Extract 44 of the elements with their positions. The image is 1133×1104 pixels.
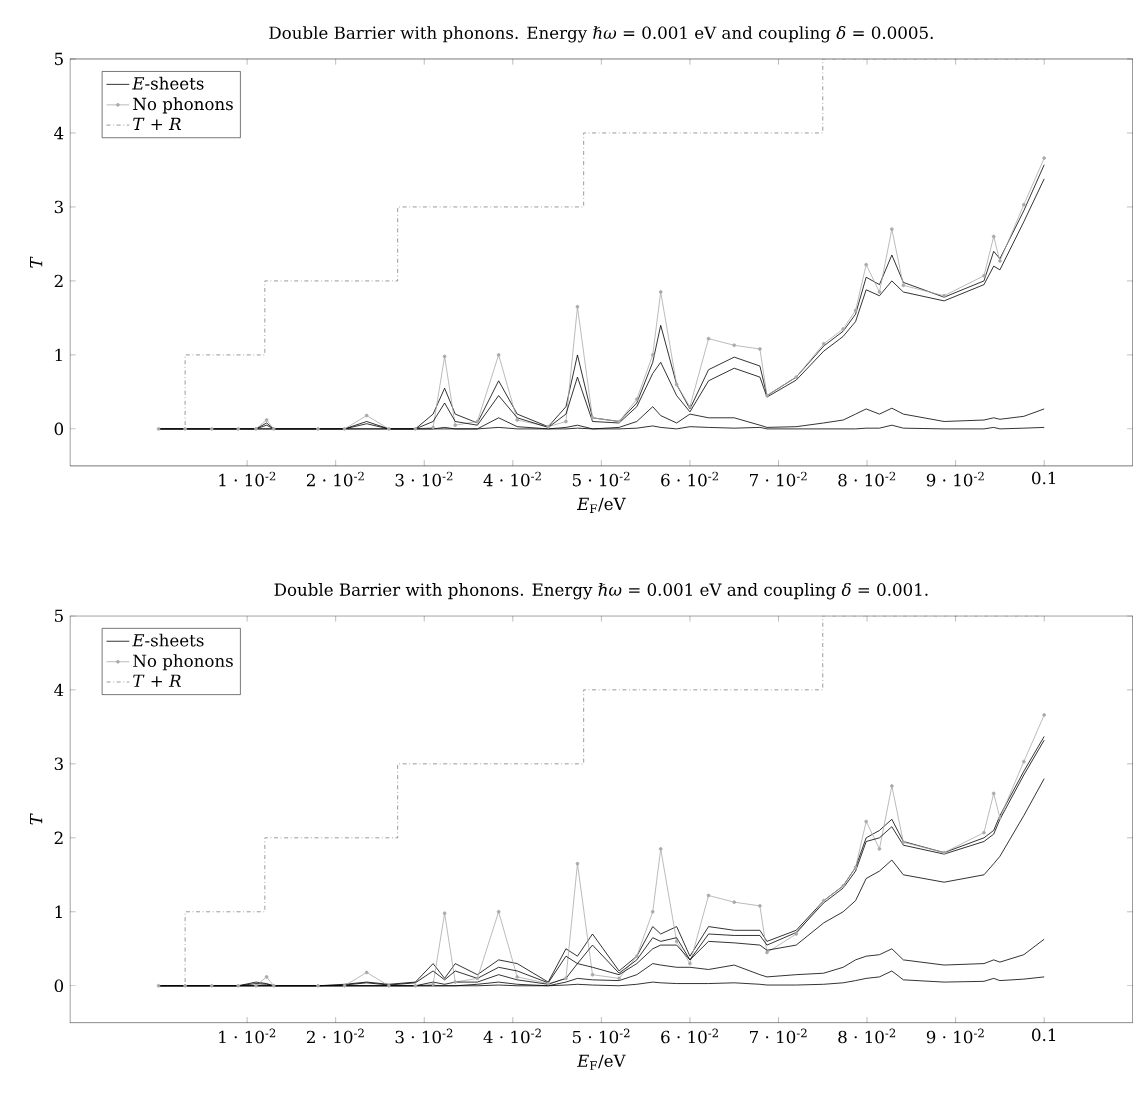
x-axis-title: E$_{F}$/eV xyxy=(576,1054,626,1070)
y-tick-label: 5 xyxy=(54,609,63,623)
x-tick-label: 3 · 10$^{-2}$ xyxy=(395,471,453,487)
x-tick-label: 2 · 10$^{-2}$ xyxy=(306,471,364,487)
x-tick-label: 4 · 10$^{-2}$ xyxy=(483,1028,541,1044)
y-tick-label: 0 xyxy=(54,422,64,436)
y-tick-label: 1 xyxy=(55,905,62,919)
x-tick-label: 4 · 10$^{-2}$ xyxy=(483,471,541,487)
x-tick-label: 3 · 10$^{-2}$ xyxy=(395,1028,453,1044)
x-tick-label: 9 · 10$^{-2}$ xyxy=(926,1028,984,1044)
y-tick-label: 3 xyxy=(54,200,63,214)
x-tick-label: 6 · 10$^{-2}$ xyxy=(661,471,718,487)
x-tick-label: 0.1 xyxy=(1032,471,1056,485)
x-tick-label: 0.1 xyxy=(1032,1028,1056,1042)
x-tick-label: 1 · 10$^{-2}$ xyxy=(219,471,276,487)
legend-label: E-sheets xyxy=(132,76,204,90)
y-tick-label: 2 xyxy=(54,274,63,288)
x-tick-label: 1 · 10$^{-2}$ xyxy=(219,1028,276,1044)
x-tick-label: 5 · 10$^{-2}$ xyxy=(572,1028,630,1044)
x-tick-label: 7 · 10$^{-2}$ xyxy=(750,1028,807,1044)
x-tick-label: 9 · 10$^{-2}$ xyxy=(926,471,984,487)
x-tick-label: 5 · 10$^{-2}$ xyxy=(572,471,630,487)
x-tick-label: 8 · 10$^{-2}$ xyxy=(838,1028,896,1044)
y-axis-title: T xyxy=(30,813,43,825)
x-tick-label: 6 · 10$^{-2}$ xyxy=(661,1028,718,1044)
chart-title: Double Barrier with phonons. Energy ℏω = 0.001 eV and coupling δ = 0.0005. xyxy=(269,26,933,43)
x-tick-label: 7 · 10$^{-2}$ xyxy=(750,471,807,487)
legend-label: T + R xyxy=(133,117,181,131)
x-tick-label: 2 · 10$^{-2}$ xyxy=(306,1028,364,1044)
legend-label: No phonons xyxy=(133,97,233,114)
y-tick-label: 3 xyxy=(54,757,63,771)
y-axis-title: T xyxy=(30,256,43,268)
chart-title: Double Barrier with phonons. Energy ℏω = 0.001 eV and coupling δ = 0.001. xyxy=(274,583,928,600)
y-tick-label: 5 xyxy=(54,52,63,66)
legend-label: E-sheets xyxy=(132,633,204,647)
x-tick-label: 8 · 10$^{-2}$ xyxy=(838,471,896,487)
y-tick-label: 4 xyxy=(54,683,64,697)
x-axis-title: E$_{F}$/eV xyxy=(576,497,626,514)
legend-label: T + R xyxy=(133,674,181,687)
y-tick-label: 1 xyxy=(55,348,62,362)
y-tick-label: 0 xyxy=(54,979,64,993)
y-tick-label: 2 xyxy=(54,831,63,845)
y-tick-label: 4 xyxy=(54,126,64,140)
legend-label: No phonons xyxy=(133,654,233,671)
